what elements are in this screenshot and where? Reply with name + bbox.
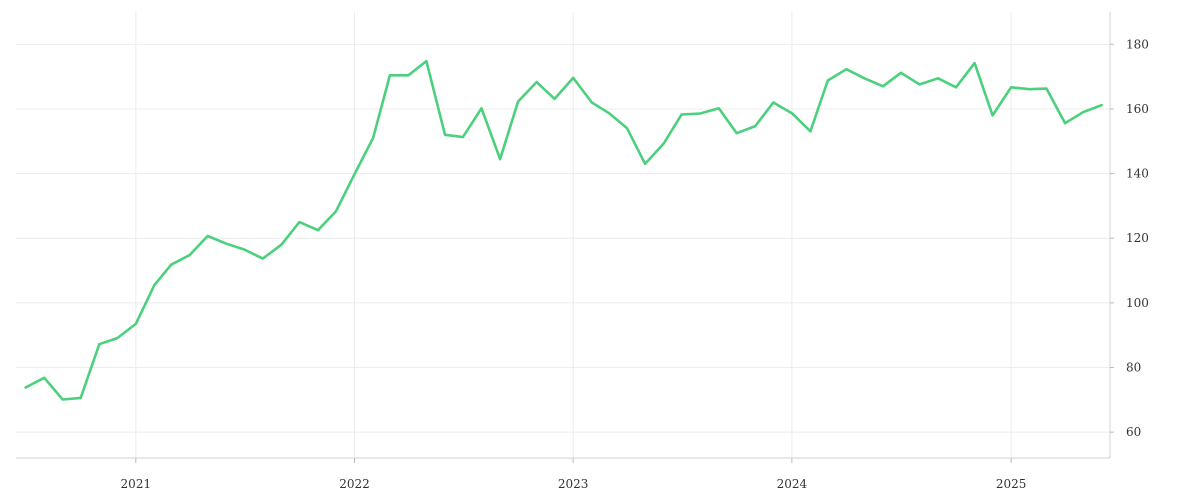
y-tick-label: 60: [1126, 425, 1141, 439]
x-tick-label: 2022: [339, 477, 370, 491]
x-tick-label: 2024: [777, 477, 808, 491]
y-axis-ticks: 60 80 100 120 140 160 180: [1110, 37, 1149, 439]
y-tick-label: 120: [1126, 231, 1149, 245]
axes: [16, 12, 1111, 459]
x-axis-ticks: 2021 2022 2023 2024 2025: [121, 458, 1027, 491]
x-tick-label: 2023: [558, 477, 589, 491]
y-gridlines: [16, 43, 1110, 433]
y-tick-label: 160: [1126, 102, 1149, 116]
series-line-0: [24, 59, 1103, 401]
x-tick-label: 2021: [121, 477, 152, 491]
y-tick-label: 80: [1126, 361, 1141, 375]
series-layer: [24, 59, 1103, 401]
y-tick-label: 140: [1126, 167, 1149, 181]
y-tick-label: 180: [1126, 37, 1149, 51]
y-tick-label: 100: [1126, 296, 1149, 310]
x-tick-label: 2025: [996, 477, 1027, 491]
